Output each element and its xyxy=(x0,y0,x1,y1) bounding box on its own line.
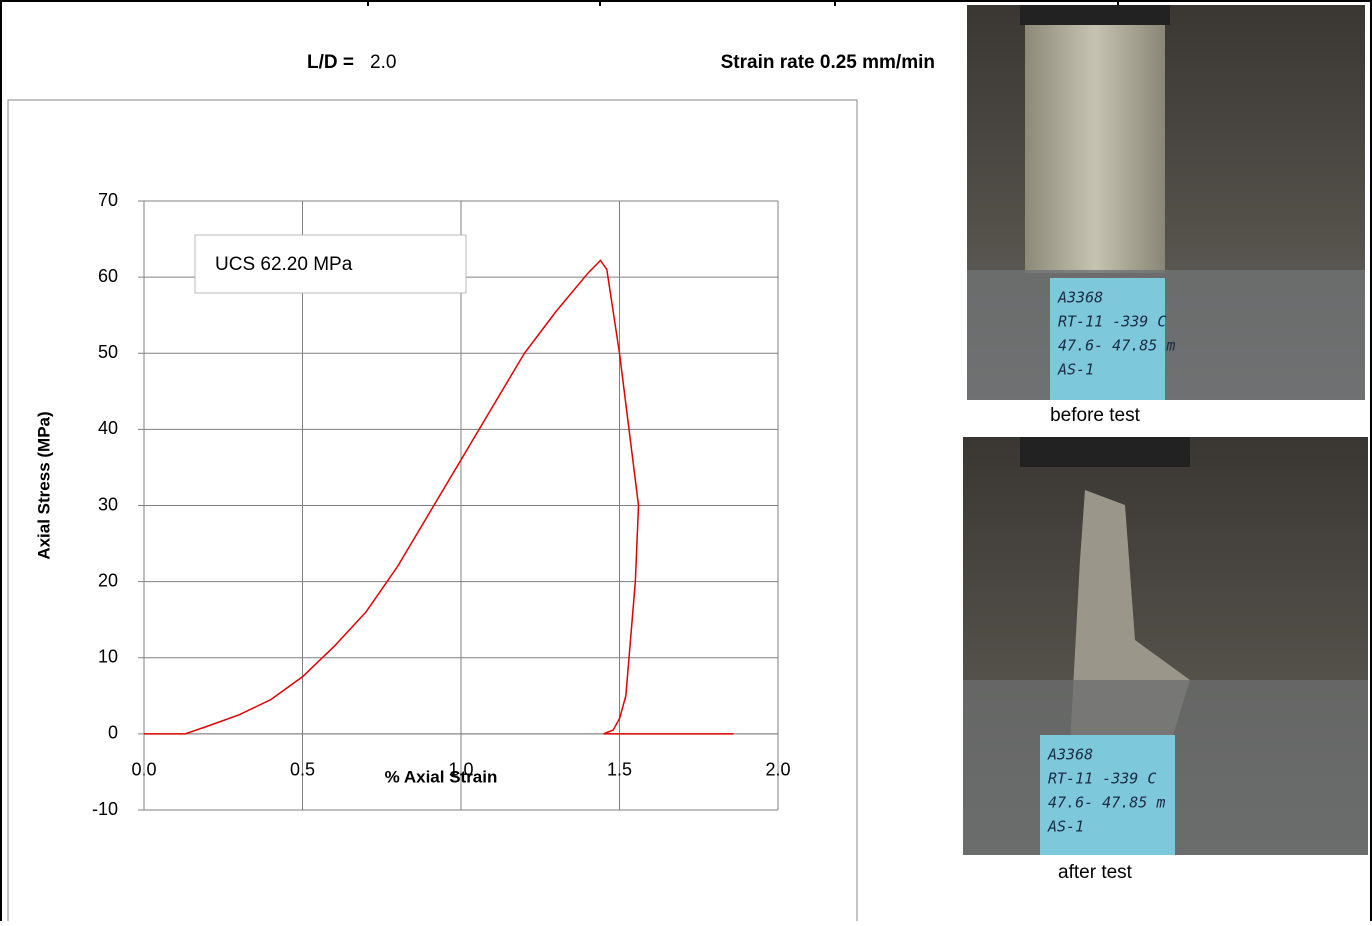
photo-tag: 47.6- 47.85 m xyxy=(1048,794,1165,812)
page: L/D = 2.0 Strain rate 0.25 mm/min before… xyxy=(0,0,1372,921)
y-tick-label: 50 xyxy=(98,342,118,362)
photo-after xyxy=(963,437,1368,855)
y-tick-label: 30 xyxy=(98,494,118,514)
y-tick-label: 60 xyxy=(98,266,118,286)
y-axis-label: Axial Stress (MPa) xyxy=(34,411,53,559)
x-tick-label: 2.0 xyxy=(765,760,790,780)
chart-frame xyxy=(8,100,857,921)
y-tick-label: 20 xyxy=(98,570,118,590)
x-tick-label: 0.5 xyxy=(290,760,315,780)
photo-tag: RT-11 -339 C xyxy=(1048,770,1156,788)
x-tick-label: 1.5 xyxy=(607,760,632,780)
ld-value: 2.0 xyxy=(370,52,396,73)
y-tick-label: 10 xyxy=(98,647,118,667)
photo-tag: A3368 xyxy=(1047,746,1093,764)
photo-caption: after test xyxy=(1058,862,1133,883)
x-axis-label: % Axial Strain xyxy=(385,767,498,786)
photo-caption: before test xyxy=(1050,405,1140,426)
photo-tag: 47.6- 47.85 m xyxy=(1058,337,1175,355)
y-tick-label: 0 xyxy=(108,723,118,743)
y-tick-label: 40 xyxy=(98,418,118,438)
photo-tag: A3368 xyxy=(1057,289,1103,307)
photo-tag: AS-1 xyxy=(1057,361,1094,379)
strain-rate: Strain rate 0.25 mm/min xyxy=(721,52,935,73)
ld-label: L/D = xyxy=(307,52,354,73)
photo-tag: RT-11 -339 C xyxy=(1058,313,1166,331)
annotation: UCS 62.20 MPa xyxy=(215,254,353,275)
y-tick-label: 70 xyxy=(98,190,118,210)
y-tick-label: -10 xyxy=(92,799,118,819)
photo-tag: AS-1 xyxy=(1047,818,1084,836)
